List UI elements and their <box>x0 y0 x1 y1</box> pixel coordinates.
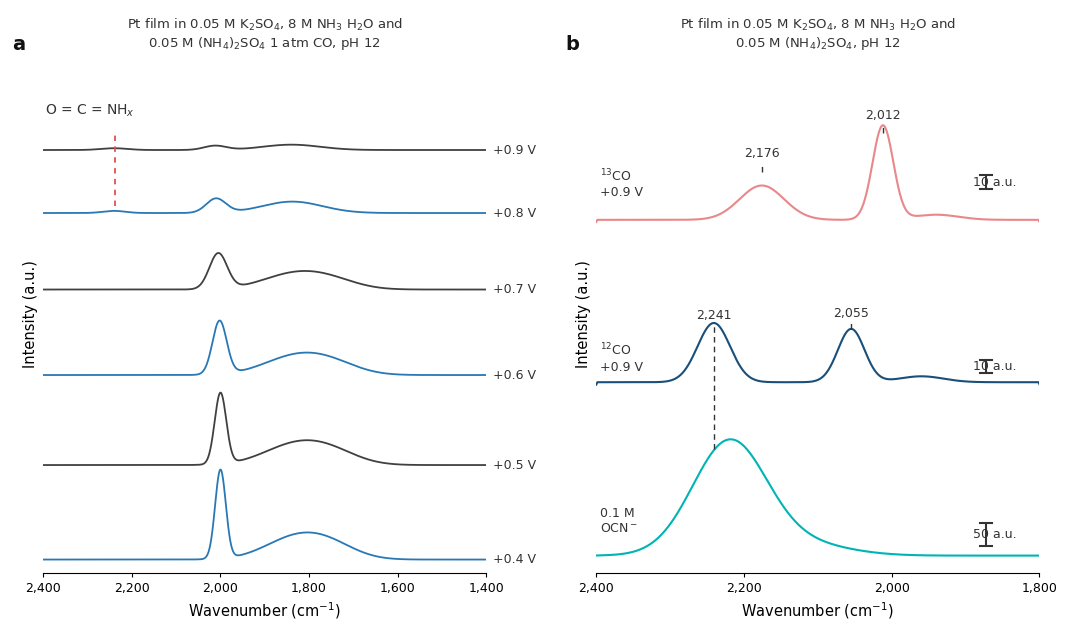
Text: 2,012: 2,012 <box>865 109 901 122</box>
Text: $^{13}$CO
+0.9 V: $^{13}$CO +0.9 V <box>600 168 643 199</box>
Title: Pt film in 0.05 M K$_2$SO$_4$, 8 M NH$_3$ H$_2$O and
0.05 M (NH$_4$)$_2$SO$_4$, : Pt film in 0.05 M K$_2$SO$_4$, 8 M NH$_3… <box>680 17 956 52</box>
Y-axis label: Intensity (a.u.): Intensity (a.u.) <box>23 260 38 368</box>
X-axis label: Wavenumber (cm$^{-1}$): Wavenumber (cm$^{-1}$) <box>741 600 895 621</box>
Text: 0.1 M
OCN$^-$: 0.1 M OCN$^-$ <box>600 507 638 535</box>
Text: 10 a.u.: 10 a.u. <box>973 176 1016 189</box>
Text: +0.5 V: +0.5 V <box>493 459 536 471</box>
Text: O = C = NH$_x$: O = C = NH$_x$ <box>45 102 135 119</box>
Text: +0.9 V: +0.9 V <box>493 144 536 156</box>
Title: Pt film in 0.05 M K$_2$SO$_4$, 8 M NH$_3$ H$_2$O and
0.05 M (NH$_4$)$_2$SO$_4$ 1: Pt film in 0.05 M K$_2$SO$_4$, 8 M NH$_3… <box>127 17 403 52</box>
X-axis label: Wavenumber (cm$^{-1}$): Wavenumber (cm$^{-1}$) <box>188 600 342 621</box>
Text: +0.4 V: +0.4 V <box>493 553 536 566</box>
Text: 2,176: 2,176 <box>744 147 780 160</box>
Text: 2,055: 2,055 <box>833 306 869 320</box>
Y-axis label: Intensity (a.u.): Intensity (a.u.) <box>576 260 591 368</box>
Text: $^{12}$CO
+0.9 V: $^{12}$CO +0.9 V <box>600 342 643 374</box>
Text: +0.8 V: +0.8 V <box>493 207 536 219</box>
Text: b: b <box>565 35 579 54</box>
Text: 10 a.u.: 10 a.u. <box>973 360 1016 373</box>
Text: 50 a.u.: 50 a.u. <box>973 528 1017 541</box>
Text: 2,241: 2,241 <box>696 309 731 322</box>
Text: +0.7 V: +0.7 V <box>493 283 536 296</box>
Text: a: a <box>12 35 26 54</box>
Text: +0.6 V: +0.6 V <box>493 369 536 382</box>
